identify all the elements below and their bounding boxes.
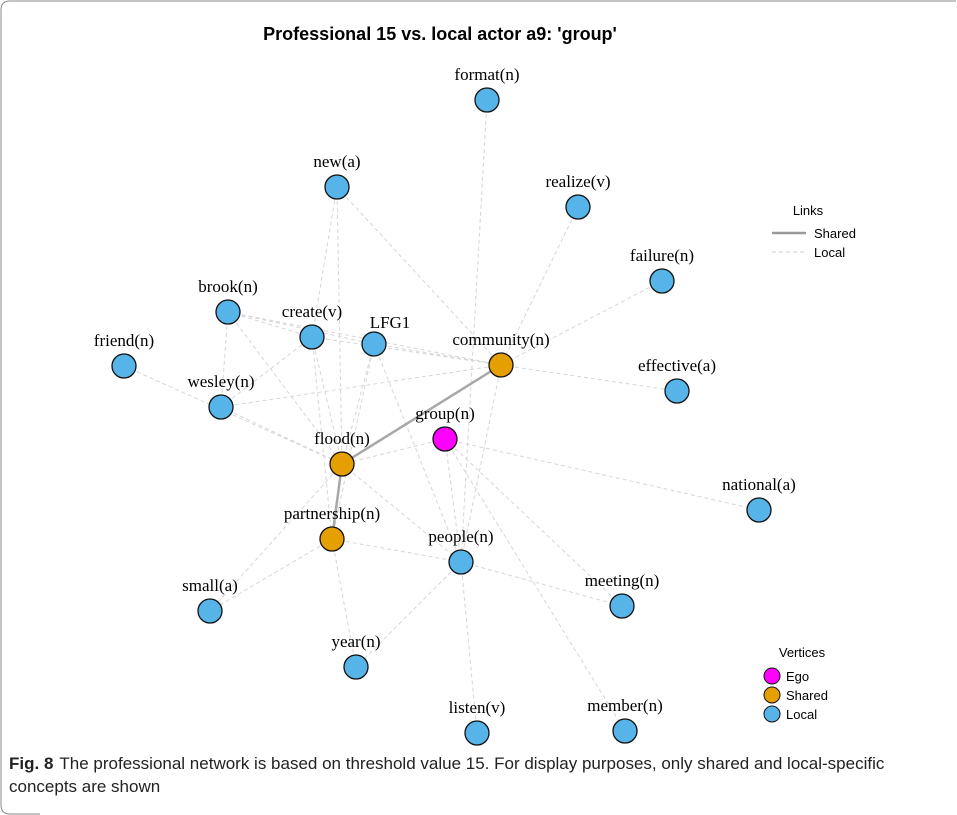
nodes: format(n) new(a) realize(v) failure(n) brook…	[94, 65, 796, 746]
legend-item: Shared	[814, 226, 856, 241]
local-link	[444, 438, 623, 607]
local-link	[227, 311, 343, 465]
node-label: small(a)	[182, 576, 238, 595]
local-link	[220, 406, 343, 465]
legend-swatch	[763, 686, 781, 704]
local-link	[209, 538, 333, 612]
node	[609, 593, 635, 619]
local-link	[331, 538, 357, 668]
local-link	[220, 364, 502, 408]
node-label: people(n)	[428, 527, 493, 546]
node	[343, 654, 369, 680]
node-label: format(n)	[454, 65, 519, 84]
local-link	[373, 343, 502, 366]
shared-link	[341, 363, 502, 466]
node-label: realize(v)	[545, 172, 610, 191]
node	[649, 268, 675, 294]
local-link	[331, 343, 375, 540]
local-link	[444, 438, 626, 732]
node-label: friend(n)	[94, 331, 154, 350]
caption-text: The professional network is based on thr…	[9, 754, 885, 796]
node	[324, 174, 350, 200]
node	[299, 324, 325, 350]
vertices-legend-title: Vertices	[779, 645, 826, 660]
local-link	[227, 311, 313, 338]
local-link	[355, 561, 462, 668]
node-label: partnership(n)	[284, 504, 380, 523]
local-link	[336, 186, 343, 465]
local-link	[311, 336, 343, 465]
local-link	[227, 311, 502, 366]
node-label: community(n)	[452, 330, 549, 349]
vertices-legend: Ego Shared Local	[763, 667, 828, 723]
legend-item: Local	[786, 707, 817, 722]
node	[432, 426, 458, 452]
node-label: meeting(n)	[585, 571, 660, 590]
local-link	[500, 280, 663, 366]
node	[215, 299, 241, 325]
legend-swatch	[763, 667, 781, 685]
caption-label: Fig. 8	[9, 754, 54, 773]
local-link	[500, 364, 678, 392]
node	[565, 194, 591, 220]
node	[448, 549, 474, 575]
local-link	[209, 463, 343, 612]
node	[664, 378, 690, 404]
node	[361, 331, 387, 357]
node	[474, 87, 500, 113]
local-link	[311, 336, 333, 540]
node-label: LFG1	[370, 313, 411, 332]
node	[111, 353, 137, 379]
node-label: wesley(n)	[187, 372, 254, 391]
local-link	[220, 311, 229, 408]
local-link	[123, 365, 343, 465]
local-link	[444, 438, 760, 511]
local-link	[460, 364, 502, 563]
node-label: create(v)	[282, 302, 342, 321]
local-link	[336, 186, 502, 366]
node-label: year(n)	[331, 632, 380, 651]
node-label: effective(a)	[638, 356, 716, 375]
node	[612, 718, 638, 744]
node-label: failure(n)	[630, 246, 694, 265]
node-label: flood(n)	[314, 429, 370, 448]
node	[208, 394, 234, 420]
legend-swatch	[763, 705, 781, 723]
node-label: listen(v)	[449, 698, 506, 717]
local-link	[460, 561, 478, 734]
title: Professional 15 vs. local actor a9: 'gro…	[263, 24, 617, 44]
local-link	[331, 538, 462, 563]
node	[464, 720, 490, 746]
local-link	[500, 206, 579, 366]
node-label: brook(n)	[198, 277, 257, 296]
local-link	[311, 186, 338, 338]
node	[746, 497, 772, 523]
legend-item: Ego	[786, 669, 809, 684]
local-link	[460, 99, 488, 563]
local-link	[341, 463, 462, 563]
links-legend-title: Links	[793, 203, 824, 218]
caption: Fig. 8 The professional network is based …	[9, 752, 909, 798]
node	[197, 598, 223, 624]
local-link	[341, 438, 446, 465]
node-label: member(n)	[587, 696, 663, 715]
node	[488, 352, 514, 378]
local-link	[227, 311, 375, 345]
local-link	[311, 336, 502, 366]
node-label: group(n)	[415, 404, 474, 423]
legend-item: Local	[814, 245, 845, 260]
node-label: new(a)	[313, 152, 360, 171]
legend-item: Shared	[786, 688, 828, 703]
local-link	[220, 336, 313, 408]
node-label: national(a)	[722, 475, 796, 494]
node	[319, 526, 345, 552]
node	[329, 451, 355, 477]
